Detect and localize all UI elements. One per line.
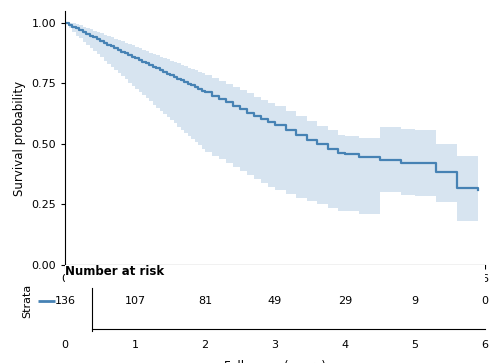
X-axis label: Follow-up (years): Follow-up (years) (224, 290, 326, 303)
Text: 4: 4 (342, 340, 348, 350)
Text: 0: 0 (482, 296, 488, 306)
Text: Follow-up (years): Follow-up (years) (224, 360, 326, 363)
Text: 1: 1 (132, 340, 138, 350)
Text: 6: 6 (482, 340, 488, 350)
Text: Strata: Strata (22, 284, 32, 318)
Text: 136: 136 (54, 296, 76, 306)
Text: 81: 81 (198, 296, 212, 306)
Text: 0: 0 (62, 340, 68, 350)
Y-axis label: Survival probability: Survival probability (12, 80, 26, 196)
Text: Number at risk: Number at risk (65, 265, 164, 278)
Text: 5: 5 (412, 340, 418, 350)
Text: 3: 3 (272, 340, 278, 350)
Text: 9: 9 (412, 296, 418, 306)
Text: 2: 2 (202, 340, 208, 350)
Text: 49: 49 (268, 296, 282, 306)
Text: 107: 107 (124, 296, 146, 306)
Text: 29: 29 (338, 296, 352, 306)
